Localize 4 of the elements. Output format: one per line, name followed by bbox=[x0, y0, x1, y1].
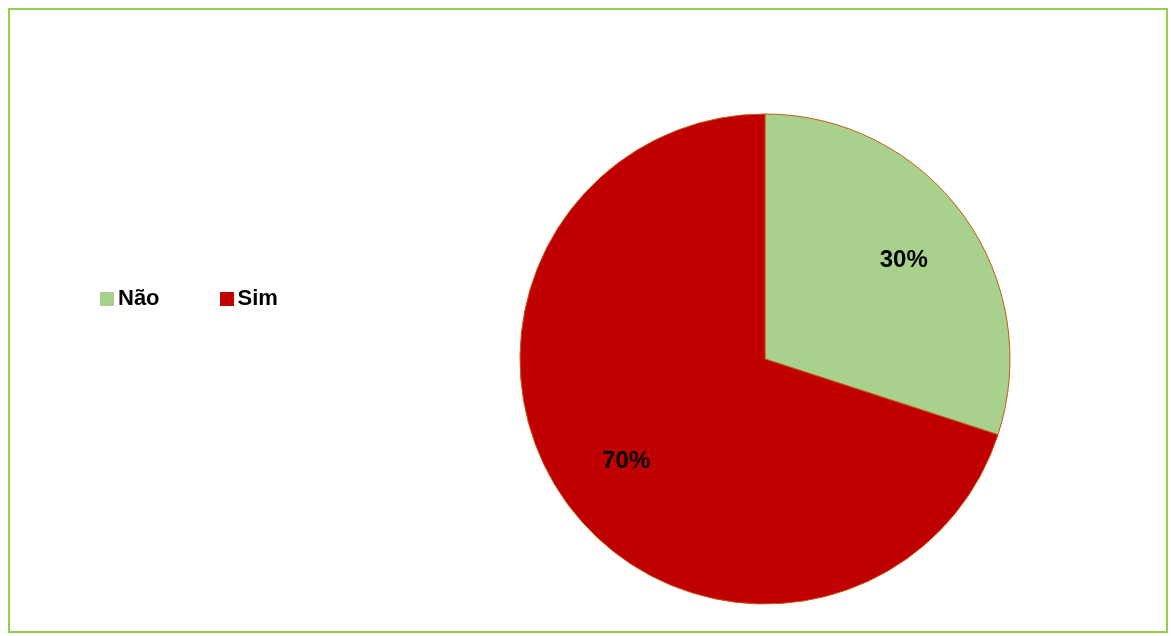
legend-label: Não bbox=[118, 285, 160, 310]
data-label: 70% bbox=[602, 446, 651, 474]
data-label: 30% bbox=[879, 244, 928, 272]
legend-label: Sim bbox=[237, 285, 278, 310]
